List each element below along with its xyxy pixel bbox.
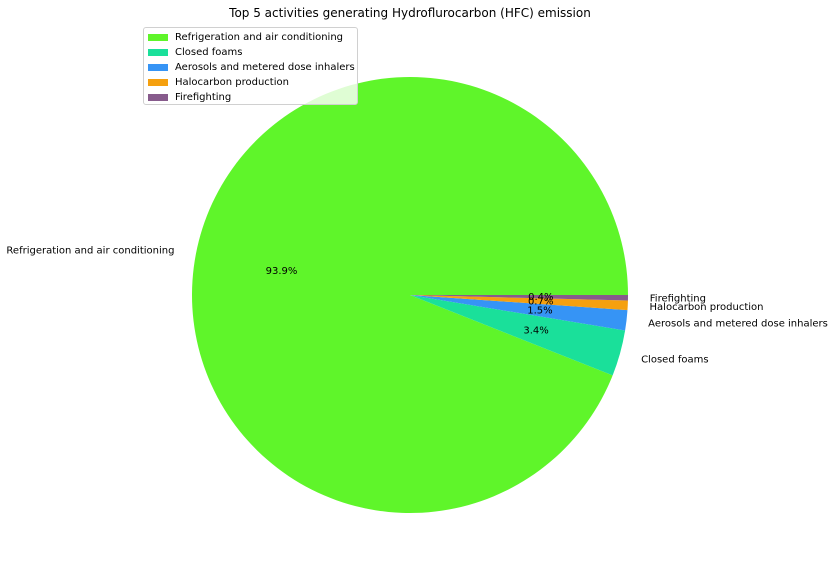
legend: Refrigeration and air conditioning Close… [143, 27, 358, 105]
legend-label: Halocarbon production [175, 77, 289, 88]
slice-percent-label: 0.4% [528, 292, 553, 303]
slice-percent-label: 3.4% [523, 325, 548, 336]
slice-percent-label: 0.7% [528, 297, 553, 308]
legend-label: Refrigeration and air conditioning [175, 32, 344, 43]
legend-item: Firefighting [148, 90, 357, 105]
pie-slice [410, 295, 628, 331]
slice-percent-label: 1.5% [527, 306, 552, 317]
legend-swatch [148, 64, 168, 71]
legend-item: Aerosols and metered dose inhalers [148, 60, 357, 75]
legend-item: Halocarbon production [148, 75, 357, 90]
legend-label: Aerosols and metered dose inhalers [175, 62, 355, 73]
pie-slice [410, 295, 626, 376]
legend-label: Firefighting [175, 92, 232, 103]
pie-slice [410, 295, 628, 311]
legend-swatch [148, 94, 168, 101]
slice-label: Aerosols and metered dose inhalers [648, 318, 828, 329]
slice-label: Refrigeration and air conditioning [6, 246, 174, 257]
chart-title: Top 5 activities generating Hydrofluroca… [228, 6, 591, 20]
slice-label: Closed foams [641, 355, 709, 366]
slice-percent-label: 93.9% [266, 266, 298, 277]
pie-slice [410, 295, 628, 301]
legend-swatch [148, 34, 168, 41]
pie-slice [191, 76, 628, 513]
legend-label: Closed foams [175, 47, 243, 58]
legend-swatch [148, 79, 168, 86]
slice-label: Firefighting [650, 294, 706, 305]
legend-item: Refrigeration and air conditioning [148, 30, 357, 45]
legend-swatch [148, 49, 168, 56]
legend-item: Closed foams [148, 45, 357, 60]
slice-label: Halocarbon production [650, 302, 764, 313]
